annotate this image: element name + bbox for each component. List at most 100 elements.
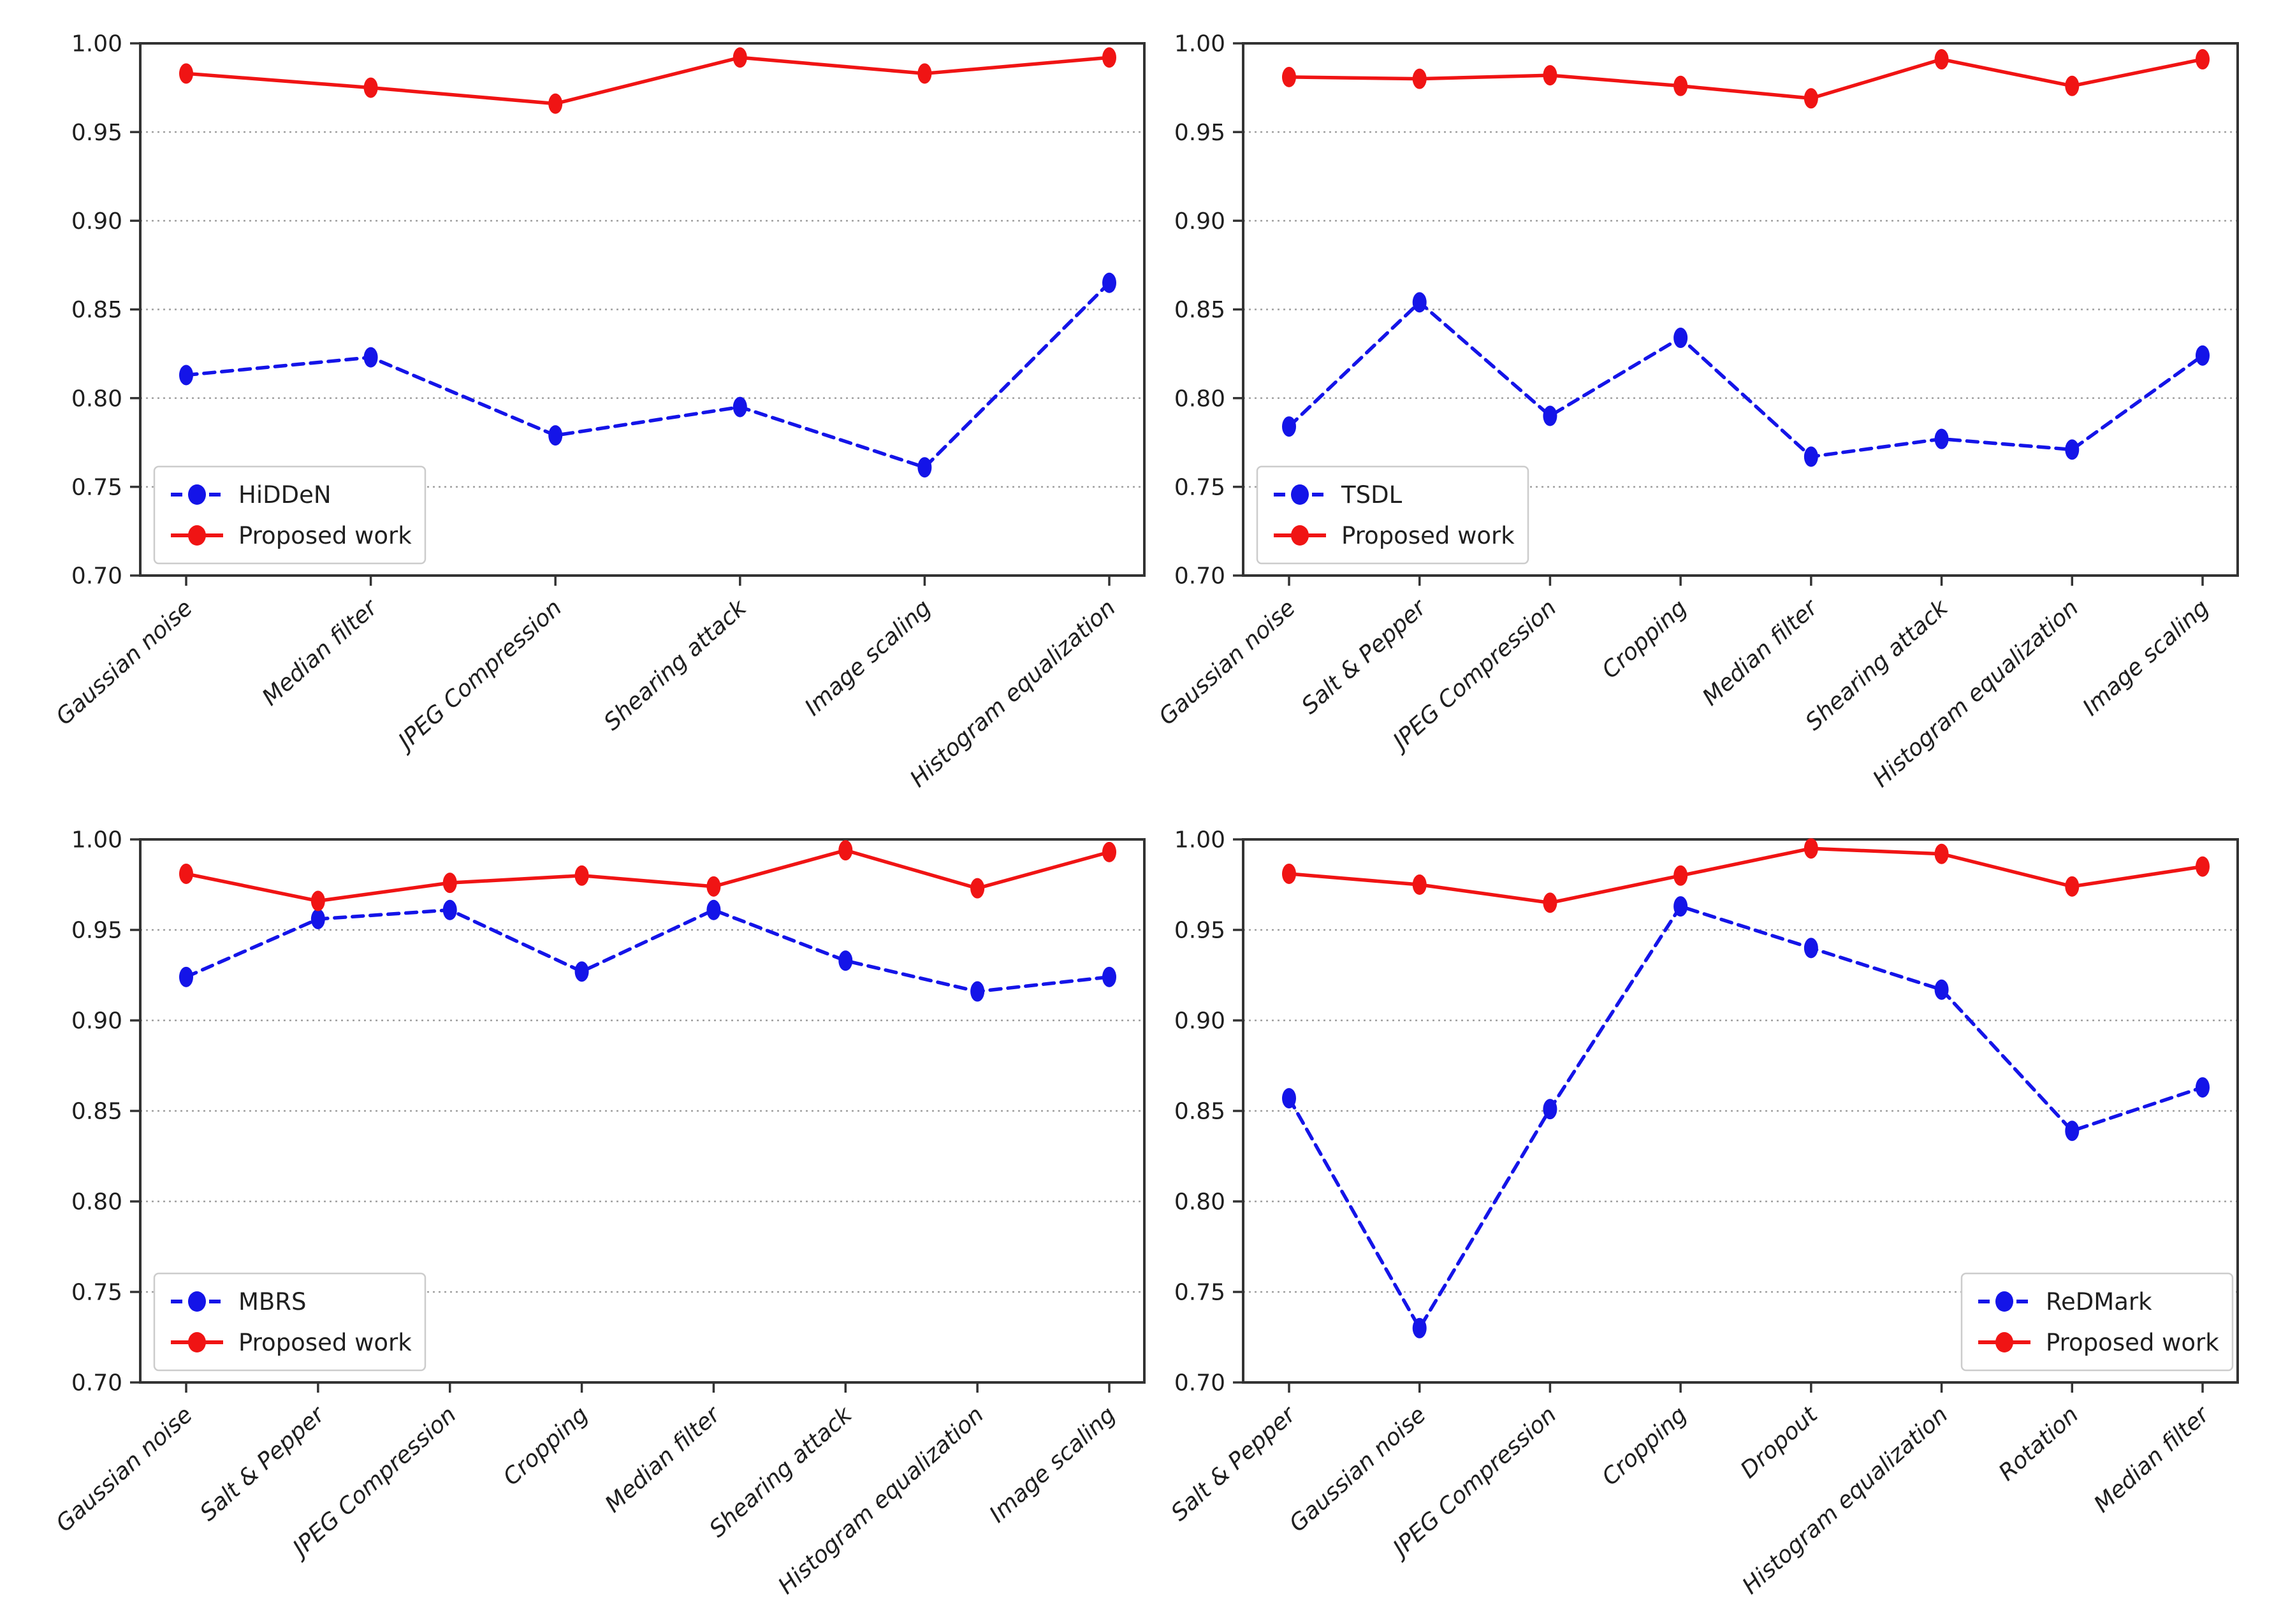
series-line-proposed-work [1287, 846, 2205, 905]
data-point-marker [1673, 865, 1688, 886]
data-point-marker [548, 425, 563, 446]
data-point-marker [1673, 896, 1688, 917]
legend-label: Proposed work [238, 522, 412, 549]
series-line-redmark [1287, 904, 2205, 1330]
series-line-proposed-work [184, 848, 1111, 903]
y-tick-label: 0.90 [1174, 208, 1225, 235]
x-category-label: Median filter [258, 594, 384, 711]
legend-label: TSDL [1341, 481, 1403, 509]
y-tick-label: 0.70 [1174, 1370, 1225, 1396]
y-tick-label: 0.70 [71, 1370, 122, 1396]
x-category-label: Gaussian noise [51, 1402, 198, 1537]
data-point-marker [2196, 1077, 2210, 1098]
x-category-label: Shearing attack [704, 1401, 858, 1542]
series-line-mbrs [184, 908, 1111, 994]
legend-label: Proposed work [2046, 1329, 2219, 1356]
x-category-label: Salt & Pepper [1166, 1401, 1301, 1526]
y-tick-label: 0.70 [1174, 563, 1225, 590]
chart-svg: 0.70 0.75 0.80 0.85 0.90 0.95 1.00 Gaussian noi… [51, 31, 1146, 792]
data-point-marker [310, 908, 325, 929]
y-tick-label: 0.85 [71, 297, 122, 323]
data-point-marker [1282, 863, 1296, 884]
x-category-label: Cropping [499, 1402, 594, 1491]
data-point-marker [1412, 68, 1427, 89]
y-tick-label: 1.00 [71, 827, 122, 853]
legend-box [1256, 465, 1529, 565]
data-point-marker [1412, 292, 1427, 313]
y-tick-label: 0.75 [1174, 1280, 1225, 1306]
data-point-marker [2196, 856, 2210, 877]
data-point-marker [1282, 1088, 1296, 1109]
chart-svg: 0.70 0.75 0.80 0.85 0.90 0.95 1.00 Gaussian noi… [51, 827, 1146, 1599]
x-category-label: Median filter [601, 1401, 727, 1518]
legend-sample-marker [1291, 525, 1309, 546]
data-point-marker [732, 396, 747, 417]
data-point-marker [706, 876, 721, 897]
legend-label: MBRS [238, 1288, 307, 1316]
x-category-label: Salt & Pepper [195, 1401, 330, 1526]
x-category-label: Cropping [1597, 595, 1692, 684]
data-point-marker [1934, 979, 1949, 1000]
data-point-marker [917, 457, 932, 478]
legend-sample-marker [1995, 1291, 2013, 1312]
legend-sample-marker [1995, 1332, 2013, 1352]
data-point-marker [838, 950, 853, 971]
y-tick-label: 0.90 [71, 208, 122, 235]
legend-sample-marker [188, 1332, 206, 1352]
data-point-marker [442, 899, 457, 920]
y-tick-label: 0.90 [71, 1008, 122, 1034]
x-category-label: Cropping [1597, 1402, 1692, 1491]
data-point-marker [1282, 66, 1296, 87]
data-point-marker [838, 840, 853, 861]
data-point-marker [2065, 1120, 2080, 1142]
series-line-hidden [184, 281, 1111, 469]
series-line-proposed-work [1287, 57, 2205, 101]
y-tick-label: 0.85 [1174, 297, 1225, 323]
y-tick-label: 0.70 [71, 563, 122, 590]
x-category-label: Salt & Pepper [1297, 594, 1432, 720]
x-category-label: Shearing attack [1801, 594, 1955, 736]
x-category-label: Histogram equalization [905, 595, 1121, 792]
data-point-marker [1934, 49, 1949, 70]
chart-hidden-vs-proposed: 0.70 0.75 0.80 0.85 0.90 0.95 1.00 Gaussian noi… [0, 0, 1148, 812]
y-tick-label: 0.95 [1174, 918, 1225, 944]
data-point-marker [2196, 345, 2210, 366]
y-tick-label: 1.00 [71, 31, 122, 57]
data-point-marker [1543, 1099, 1557, 1120]
y-tick-label: 0.80 [71, 1189, 122, 1215]
y-tick-label: 0.75 [71, 1280, 122, 1306]
data-point-marker [970, 878, 985, 899]
legend-sample-marker [188, 484, 206, 505]
legend-label: Proposed work [238, 1329, 412, 1356]
x-category-label: Median filter [2089, 1401, 2215, 1518]
data-point-marker [917, 63, 932, 84]
x-category-label: Rotation [1994, 1402, 2084, 1486]
data-point-marker [442, 873, 457, 894]
x-category-label: Histogram equalization [1868, 595, 2083, 792]
data-point-marker [363, 347, 378, 368]
data-point-marker [706, 899, 721, 920]
data-point-marker [1543, 65, 1557, 86]
y-tick-label: 0.80 [71, 386, 122, 412]
data-point-marker [1102, 272, 1116, 293]
data-point-marker [1804, 938, 1818, 959]
data-point-marker [179, 63, 193, 84]
data-point-marker [1934, 843, 1949, 864]
data-point-marker [1804, 838, 1818, 859]
y-tick-label: 1.00 [1174, 31, 1225, 57]
chart-mbrs-vs-proposed: 0.70 0.75 0.80 0.85 0.90 0.95 1.00 Gaussian noi… [0, 812, 1148, 1624]
data-point-marker [2196, 49, 2210, 70]
data-point-marker [179, 966, 193, 987]
data-point-marker [310, 890, 325, 911]
chart-svg: 0.70 0.75 0.80 0.85 0.90 0.95 1.00 Gaussian noi… [1154, 31, 2239, 792]
data-point-marker [179, 365, 193, 386]
x-category-label: Image scaling [800, 595, 937, 721]
x-category-label: Histogram equalization [1738, 1402, 1953, 1599]
data-point-marker [1412, 874, 1427, 895]
data-point-marker [2065, 876, 2080, 897]
data-point-marker [574, 865, 589, 886]
y-tick-label: 0.80 [1174, 386, 1225, 412]
legend-sample-marker [188, 525, 206, 546]
data-point-marker [1934, 428, 1949, 449]
